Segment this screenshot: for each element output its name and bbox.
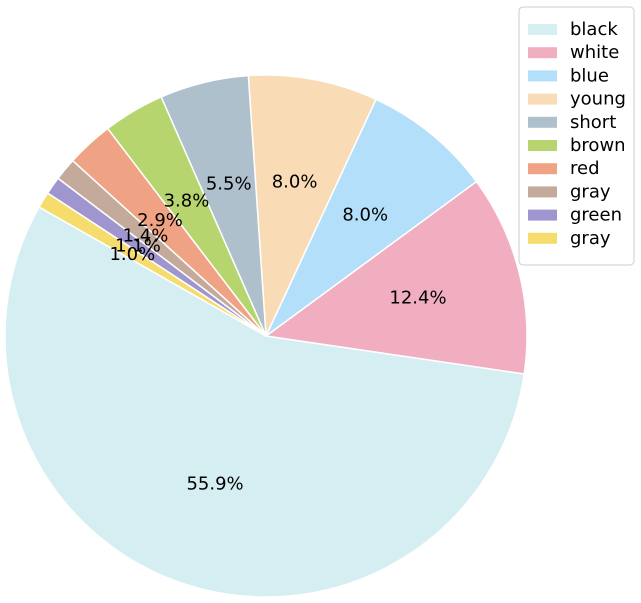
legend-label-8: green	[570, 205, 622, 226]
legend-swatch-6	[528, 163, 557, 175]
legend-swatch-7	[528, 186, 557, 198]
percent-label-7: 1.4%	[123, 226, 169, 247]
legend-swatch-2	[528, 70, 557, 82]
legend-label-7: gray	[570, 181, 611, 202]
legend-label-2: blue	[570, 65, 609, 86]
pie-slice-black-0	[4, 206, 526, 598]
percent-label-6: 2.9%	[137, 210, 183, 231]
legend-swatch-8	[528, 209, 557, 221]
legend-swatch-0	[528, 24, 557, 35]
percent-label-3: 8.0%	[272, 172, 318, 193]
legend-swatch-5	[528, 140, 557, 151]
legend-swatch-3	[528, 93, 557, 105]
percent-label-2: 8.0%	[342, 204, 388, 225]
percent-label-4: 5.5%	[206, 173, 252, 194]
legend-swatch-9	[528, 232, 557, 244]
pie-slices	[4, 74, 528, 598]
legend-label-9: gray	[570, 228, 611, 249]
pie-percent-labels: 55.9% 12.4% 8.0% 8.0% 5.5%3.8%2.9%1.4%1.1%1.…	[109, 172, 446, 495]
legend-label-4: short	[570, 112, 616, 133]
pie-slice-young-3	[247, 74, 377, 337]
pie-slice-blue-2	[265, 98, 478, 337]
legend-label-6: red	[570, 158, 600, 179]
legend: blackwhiteblueyoungshortbrownredgraygree…	[518, 6, 635, 266]
pie-slice-gray-9	[38, 192, 267, 337]
pie-slice-white-1	[264, 180, 528, 375]
legend-items: blackwhiteblueyoungshortbrownredgraygree…	[528, 19, 626, 249]
legend-label-3: young	[570, 89, 626, 110]
percent-label-5: 3.8%	[164, 191, 210, 212]
percent-label-8: 1.1%	[115, 235, 161, 256]
legend-swatch-4	[528, 116, 557, 128]
legend-label-1: white	[570, 42, 619, 63]
legend-label-5: brown	[570, 135, 626, 156]
legend-swatch-1	[528, 47, 557, 59]
percent-label-0: 55.9%	[186, 474, 243, 495]
percent-label-9: 1.0%	[109, 244, 155, 265]
legend-label-0: black	[570, 19, 618, 40]
percent-label-1: 12.4%	[389, 288, 446, 309]
